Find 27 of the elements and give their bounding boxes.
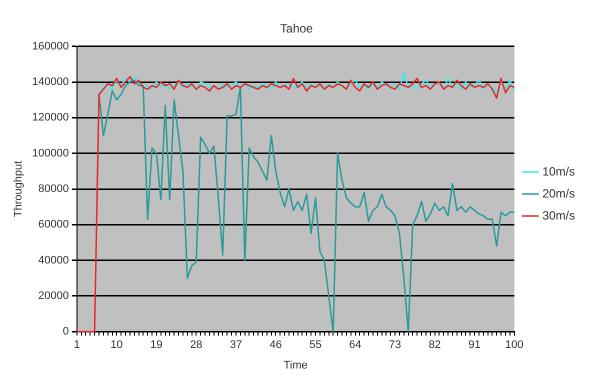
y-tick-label: 60000: [38, 218, 69, 231]
y-tick-label: 120000: [32, 112, 69, 124]
x-tick-label: 64: [349, 339, 362, 352]
x-tick-label: 73: [388, 339, 402, 352]
x-tick-label: 46: [270, 339, 282, 352]
legend-label: 20m/s: [542, 186, 576, 200]
y-tick-label: 100000: [32, 147, 69, 160]
y-axis-title: Throughput: [12, 160, 25, 218]
x-tick-label: 1: [74, 339, 80, 352]
x-tick-label: 91: [468, 339, 481, 352]
legend-label: 30m/s: [542, 208, 576, 222]
y-tick-label: 0: [62, 326, 69, 338]
x-tick-label: 100: [505, 339, 524, 352]
chart-title: Tahoe: [280, 22, 314, 36]
y-tick-label: 140000: [32, 76, 69, 88]
x-tick-label: 82: [428, 339, 441, 352]
x-tick-label: 10: [110, 339, 123, 352]
x-tick-label: 28: [190, 339, 202, 352]
y-tick-label: 20000: [38, 290, 69, 302]
y-tick-label: 160000: [32, 40, 69, 52]
legend-label: 10m/s: [542, 164, 576, 178]
x-axis-title: Time: [284, 359, 308, 372]
y-tick-label: 40000: [38, 254, 69, 266]
x-tick-label: 37: [230, 339, 242, 352]
y-tick-label: 80000: [38, 183, 69, 196]
x-tick-label: 19: [150, 339, 163, 352]
x-tick-label: 55: [309, 339, 322, 352]
